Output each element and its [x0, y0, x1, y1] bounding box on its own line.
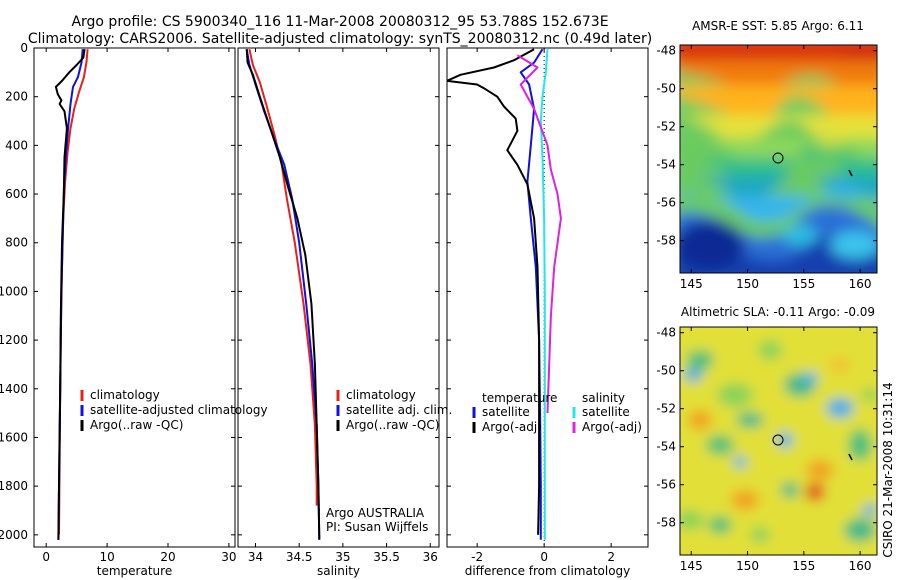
header-title-line2: Climatology: CARS2006. Satellite-adjuste…: [28, 31, 652, 47]
map-y-tick-label: -56: [656, 478, 676, 492]
x-tick-label: 35.5: [373, 550, 400, 564]
series-line-difference-3: [516, 54, 562, 414]
legend-title: salinity: [582, 391, 625, 405]
temperature-x-label: temperature: [97, 564, 172, 578]
map-y-tick-label: -50: [656, 82, 676, 96]
sst-map-title: AMSR-E SST: 5.85 Argo: 6.11: [692, 19, 864, 33]
x-tick-label: 20: [160, 550, 175, 564]
x-tick-label: 30: [221, 550, 236, 564]
sst-map-ticks: 145 150 155 160 -48 -50 -52 -54 -56 -58: [656, 44, 877, 291]
sla-map-field: [680, 327, 877, 555]
x-tick-label: 35: [335, 550, 350, 564]
y-tick-label: 1800: [0, 479, 28, 493]
legend-label: satellite: [582, 405, 630, 419]
x-tick-label: 0: [540, 550, 548, 564]
legend-label: climatology: [346, 388, 416, 402]
map-y-tick-label: -58: [656, 516, 676, 530]
x-tick-label: 2: [607, 550, 615, 564]
sla-map-frame: [679, 326, 878, 556]
y-tick-label: 2000: [0, 528, 28, 542]
x-tick-label: 0: [42, 550, 50, 564]
sst-track-mark: [848, 169, 853, 177]
map-x-tick-label: 145: [680, 277, 703, 291]
series-line-salinity-0: [248, 48, 318, 506]
x-tick-label: 10: [99, 550, 114, 564]
x-tick-label: -2: [471, 550, 483, 564]
salinity-panel: 34 34.5 35 35.5 36 salinity climatologysatelli…: [237, 47, 452, 578]
sst-map-frame: [679, 44, 878, 274]
map-y-tick-label: -58: [656, 234, 676, 248]
map-y-tick-label: -54: [656, 440, 676, 454]
map-x-tick-label: 145: [680, 559, 703, 573]
map-y-tick-label: -48: [656, 326, 676, 340]
salinity-x-label: salinity: [317, 564, 360, 578]
map-x-tick-label: 150: [736, 559, 759, 573]
y-tick-label: 0: [20, 41, 28, 55]
legend-label: climatology: [90, 388, 160, 402]
header-title-line1: Argo profile: CS 5900340_116 11-Mar-2008…: [71, 14, 608, 30]
series-line-difference-2: [539, 49, 549, 540]
credit-annotation: PI: Susan Wijffels: [326, 520, 428, 534]
salinity-axes-frame: [237, 47, 440, 548]
y-tick-label: 1200: [0, 333, 28, 347]
x-tick-label: 34.5: [286, 550, 313, 564]
map-y-tick-label: -50: [656, 364, 676, 378]
sla-map-title: Altimetric SLA: -0.11 Argo: -0.09: [681, 305, 875, 319]
sst-argo-marker: [772, 152, 784, 164]
temperature-panel: 0 200 400 600 800 1000 1200 1400 1600 1800 2000 0 10…: [0, 41, 268, 578]
y-tick-label: 1000: [0, 284, 28, 298]
legend-label: Argo(..raw -QC): [90, 418, 183, 432]
legend-label: Argo(..raw -QC): [346, 418, 439, 432]
legend-label: satellite-adjusted climatology: [90, 403, 268, 417]
map-y-tick-label: -48: [656, 44, 676, 58]
legend-title: temperature: [482, 391, 557, 405]
map-y-tick-label: -52: [656, 120, 676, 134]
legend-label: satellite: [482, 405, 530, 419]
map-x-tick-label: 150: [736, 277, 759, 291]
series-line-salinity-2: [245, 49, 321, 540]
difference-axes-frame: [446, 47, 649, 548]
x-tick-label: 36: [423, 550, 438, 564]
series-line-temperature-2: [54, 49, 86, 540]
y-tick-label: 400: [5, 138, 28, 152]
map-x-tick-label: 155: [792, 559, 815, 573]
sla-argo-marker: [772, 434, 784, 446]
sst-map-field: [680, 45, 877, 273]
y-tick-label: 200: [5, 90, 28, 104]
map-y-tick-label: -54: [656, 158, 676, 172]
legend-label: Argo(-adj): [482, 420, 542, 434]
side-timestamp: CSIRO 21-Mar-2008 10:31:14: [881, 382, 895, 557]
sla-map-ticks: 145 150 155 160 -48 -50 -52 -54 -56 -58: [656, 326, 877, 573]
legend-label: Argo(-adj): [582, 420, 642, 434]
y-tick-label: 1600: [0, 430, 28, 444]
x-tick-label: 34: [248, 550, 263, 564]
difference-x-label: difference from climatology: [465, 564, 631, 578]
legend-label: satellite adj. clim.: [346, 403, 452, 417]
series-line-salinity-1: [245, 49, 321, 540]
series-line-temperature-0: [58, 49, 89, 535]
sla-track-mark: [848, 453, 853, 461]
y-tick-label: 600: [5, 187, 28, 201]
temperature-axes-frame: [33, 47, 236, 548]
credit-annotation: Argo AUSTRALIA: [326, 506, 425, 520]
map-y-tick-label: -56: [656, 196, 676, 210]
map-x-tick-label: 160: [849, 559, 872, 573]
y-tick-label: 800: [5, 236, 28, 250]
series-line-difference-1: [447, 48, 541, 535]
map-y-tick-label: -52: [656, 402, 676, 416]
map-x-tick-label: 160: [849, 277, 872, 291]
y-tick-label: 1400: [0, 382, 28, 396]
map-x-tick-label: 155: [792, 277, 815, 291]
